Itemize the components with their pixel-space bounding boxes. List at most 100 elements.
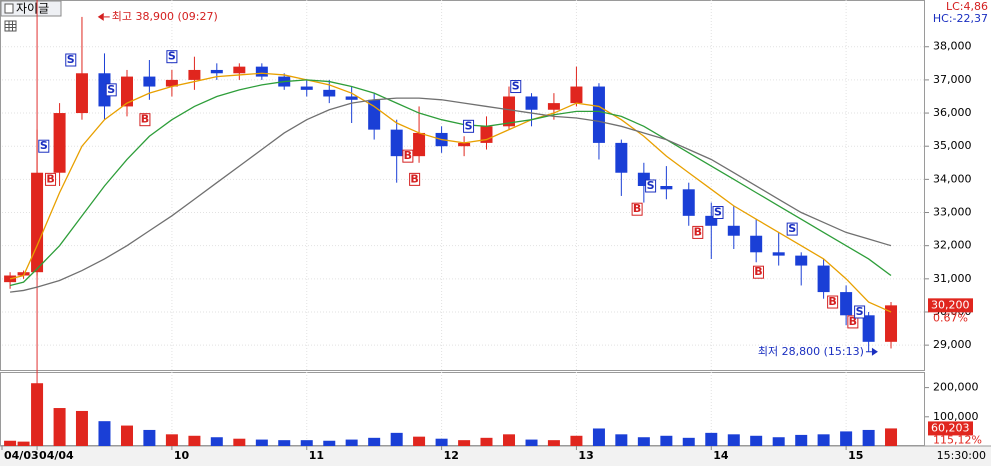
candle-body — [660, 185, 673, 190]
candle-body — [188, 69, 201, 80]
signal-label: B — [633, 202, 641, 215]
y-tick-label: 36,000 — [933, 106, 972, 119]
signal-label: S — [512, 80, 520, 93]
low-arrow — [871, 347, 878, 356]
volume-bar — [345, 439, 358, 446]
y-tick-label: 29,000 — [933, 338, 972, 351]
volume-bar — [885, 428, 898, 446]
x-tick-label: 04/03 — [4, 449, 39, 462]
grid-icon-lines — [5, 21, 16, 31]
signal-marker — [65, 53, 77, 67]
signal-marker — [631, 202, 643, 216]
candle-body — [592, 86, 605, 143]
signal-label: B — [46, 172, 54, 185]
signal-label: S — [856, 305, 864, 318]
volume-bar — [255, 439, 268, 446]
volume-bar — [615, 434, 628, 446]
signal-label: B — [410, 172, 418, 185]
volume-bar — [660, 435, 673, 446]
candle-body — [233, 66, 246, 74]
volume-bar — [435, 438, 448, 446]
volume-bar — [705, 432, 718, 446]
y-tick-label: 33,000 — [933, 206, 972, 219]
x-tick-label: 14 — [713, 449, 729, 462]
signal-label: S — [40, 139, 48, 152]
signal-marker — [166, 50, 178, 64]
y-tick-label: 34,000 — [933, 172, 972, 185]
y-tick-label: 37,000 — [933, 73, 972, 86]
lc-label: LC:4,86 — [946, 0, 988, 13]
volume-bar — [188, 435, 201, 446]
candle-body — [345, 96, 358, 100]
signal-marker — [45, 172, 57, 186]
signal-marker — [105, 83, 117, 97]
moving-average — [9, 72, 892, 313]
candle-body — [570, 86, 583, 104]
tab[interactable] — [0, 0, 62, 17]
candle-body — [885, 305, 898, 342]
hc-label: HC:-22,37 — [933, 12, 988, 25]
volume-bar — [278, 440, 291, 446]
volume-tick-label: 100,000 — [933, 410, 979, 423]
candle-body — [300, 86, 313, 90]
signal-label: B — [849, 315, 857, 328]
volume-bar — [750, 435, 763, 446]
signal-label: S — [788, 222, 796, 235]
signal-label: B — [694, 225, 702, 238]
candle-body — [525, 96, 538, 110]
signal-marker — [38, 139, 50, 153]
volume-bar — [413, 436, 426, 446]
x-axis-bar — [0, 446, 991, 466]
volume-bar — [525, 439, 538, 446]
signal-marker — [510, 80, 522, 94]
y-tick-label: 35,000 — [933, 139, 972, 152]
candle-body — [210, 69, 223, 74]
candle-body — [255, 66, 268, 77]
x-tick-label: 10 — [174, 449, 190, 462]
cursor-time: 15:30:00 — [937, 449, 986, 462]
candle-body — [840, 292, 853, 316]
volume-bar — [98, 421, 111, 446]
signal-marker — [463, 119, 475, 133]
volume-bar — [862, 429, 875, 446]
candle-body — [323, 89, 336, 97]
signal-label: S — [465, 119, 473, 132]
candle-body — [727, 225, 740, 236]
signal-marker — [409, 172, 421, 186]
signal-label: B — [754, 265, 762, 278]
signal-marker — [712, 206, 724, 220]
candle-body — [390, 129, 403, 157]
volume-bar — [4, 440, 17, 446]
volume-bar — [458, 440, 471, 446]
volume-bar — [233, 438, 246, 446]
signal-marker — [645, 179, 657, 193]
volume-bar — [31, 383, 44, 446]
grid-icon[interactable] — [4, 20, 17, 32]
candle-body — [682, 189, 695, 216]
volume-tick-label: 200,000 — [933, 381, 979, 394]
signal-label: B — [404, 149, 412, 162]
volume-bar — [323, 440, 336, 446]
candle-body — [413, 132, 426, 157]
candle-body — [17, 272, 30, 276]
signal-marker — [786, 222, 798, 236]
high-arrow — [97, 12, 104, 21]
last-volume-change: 115,12% — [933, 433, 982, 446]
volume-bar — [592, 428, 605, 446]
candle-body — [120, 76, 133, 107]
signal-label: B — [828, 295, 836, 308]
x-tick-label: 12 — [444, 449, 459, 462]
volume-bar — [503, 434, 516, 446]
volume-bar — [570, 435, 583, 446]
candle-body — [795, 255, 808, 266]
signal-marker — [854, 305, 866, 319]
volume-bar — [390, 432, 403, 446]
volume-bar — [143, 429, 156, 446]
tab-title: 자이글 — [16, 2, 49, 16]
candle-body — [862, 315, 875, 342]
signal-label: S — [168, 50, 176, 63]
volume-bar — [840, 431, 853, 446]
volume-bar — [165, 434, 178, 446]
candle-body — [165, 79, 178, 87]
signal-marker — [847, 315, 859, 329]
